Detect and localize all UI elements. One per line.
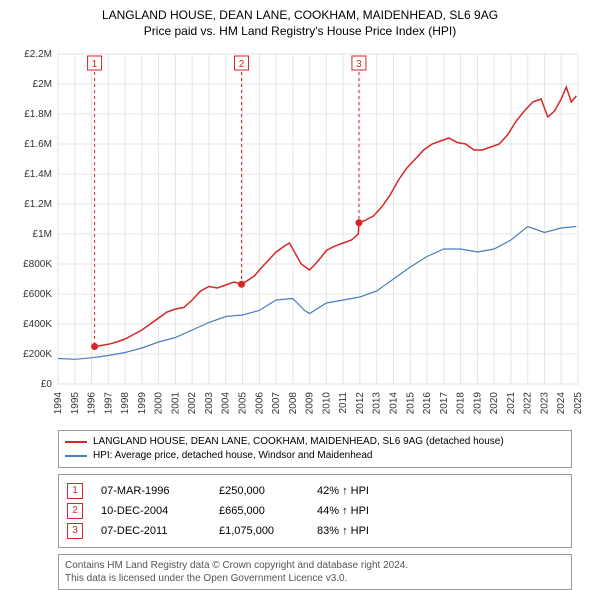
footer-box: Contains HM Land Registry data © Crown c…: [58, 554, 572, 590]
legend-swatch: [65, 441, 87, 443]
svg-text:2000: 2000: [154, 392, 165, 415]
title-line-1: LANGLAND HOUSE, DEAN LANE, COOKHAM, MAID…: [8, 8, 592, 22]
svg-text:2003: 2003: [204, 392, 215, 415]
svg-text:£0: £0: [41, 379, 53, 390]
svg-text:2022: 2022: [523, 392, 534, 415]
svg-text:£400K: £400K: [23, 319, 52, 330]
svg-text:£2.2M: £2.2M: [24, 49, 52, 60]
chart-area: £0 £200K £400K £600K £800K £1M £1.2M £1.4M £1.6M…: [8, 44, 592, 424]
svg-text:2002: 2002: [187, 392, 198, 415]
svg-text:£1.6M: £1.6M: [24, 139, 52, 150]
svg-text:2: 2: [239, 59, 245, 70]
svg-text:2023: 2023: [539, 392, 550, 415]
svg-text:2017: 2017: [439, 392, 450, 415]
svg-text:2016: 2016: [422, 392, 433, 415]
svg-text:2021: 2021: [506, 392, 517, 415]
events-box: 1 07-MAR-1996 £250,000 42% ↑ HPI 2 10-DEC-200…: [58, 474, 572, 548]
event-row: 1 07-MAR-1996 £250,000 42% ↑ HPI: [67, 481, 563, 501]
svg-text:1998: 1998: [120, 392, 131, 415]
event-date: 10-DEC-2004: [101, 501, 201, 521]
svg-text:£1.4M: £1.4M: [24, 169, 52, 180]
svg-text:2010: 2010: [321, 392, 332, 415]
svg-text:2009: 2009: [305, 392, 316, 415]
event-marker: 3: [67, 523, 83, 539]
svg-text:2024: 2024: [556, 392, 567, 415]
event-pct: 44% ↑ HPI: [317, 501, 427, 521]
event-date: 07-MAR-1996: [101, 481, 201, 501]
svg-text:2015: 2015: [405, 392, 416, 415]
legend-label: HPI: Average price, detached house, Wind…: [93, 449, 372, 463]
title-line-2: Price paid vs. HM Land Registry's House …: [8, 24, 592, 38]
svg-text:2025: 2025: [573, 392, 584, 415]
event-marker: 2: [67, 503, 83, 519]
legend-box: LANGLAND HOUSE, DEAN LANE, COOKHAM, MAID…: [58, 430, 572, 468]
legend-label: LANGLAND HOUSE, DEAN LANE, COOKHAM, MAID…: [93, 435, 504, 449]
event-pct: 42% ↑ HPI: [317, 481, 427, 501]
svg-text:2013: 2013: [372, 392, 383, 415]
footer-line-2: This data is licensed under the Open Gov…: [65, 572, 565, 585]
svg-text:2008: 2008: [288, 392, 299, 415]
svg-text:£1M: £1M: [33, 229, 52, 240]
svg-text:2019: 2019: [472, 392, 483, 415]
svg-text:2011: 2011: [338, 392, 349, 414]
svg-text:1999: 1999: [137, 392, 148, 415]
svg-text:£1.2M: £1.2M: [24, 199, 52, 210]
svg-text:£1.8M: £1.8M: [24, 109, 52, 120]
svg-text:£200K: £200K: [23, 349, 52, 360]
svg-text:2020: 2020: [489, 392, 500, 415]
event-price: £665,000: [219, 501, 299, 521]
event-marker: 1: [67, 483, 83, 499]
event-row: 2 10-DEC-2004 £665,000 44% ↑ HPI: [67, 501, 563, 521]
svg-text:2007: 2007: [271, 392, 282, 415]
svg-text:1995: 1995: [70, 392, 81, 415]
event-price: £1,075,000: [219, 521, 299, 541]
legend-swatch: [65, 455, 87, 457]
svg-text:2018: 2018: [456, 392, 467, 415]
svg-text:£600K: £600K: [23, 289, 52, 300]
svg-text:1997: 1997: [103, 392, 114, 415]
svg-text:2014: 2014: [388, 392, 399, 415]
svg-text:2006: 2006: [254, 392, 265, 415]
svg-text:2005: 2005: [238, 392, 249, 415]
svg-text:3: 3: [356, 59, 362, 70]
event-pct: 83% ↑ HPI: [317, 521, 427, 541]
svg-text:1996: 1996: [87, 392, 98, 415]
svg-text:2012: 2012: [355, 392, 366, 415]
svg-text:1: 1: [92, 59, 98, 70]
svg-text:£800K: £800K: [23, 259, 52, 270]
line-chart-svg: £0 £200K £400K £600K £800K £1M £1.2M £1.4M £1.6M…: [8, 44, 592, 424]
event-date: 07-DEC-2011: [101, 521, 201, 541]
svg-text:2001: 2001: [170, 392, 181, 415]
svg-text:£2M: £2M: [33, 79, 52, 90]
svg-text:1994: 1994: [53, 392, 64, 415]
event-row: 3 07-DEC-2011 £1,075,000 83% ↑ HPI: [67, 521, 563, 541]
legend-row: HPI: Average price, detached house, Wind…: [65, 449, 565, 463]
chart-container: LANGLAND HOUSE, DEAN LANE, COOKHAM, MAID…: [0, 0, 600, 590]
legend-row: LANGLAND HOUSE, DEAN LANE, COOKHAM, MAID…: [65, 435, 565, 449]
svg-text:2004: 2004: [221, 392, 232, 415]
title-block: LANGLAND HOUSE, DEAN LANE, COOKHAM, MAID…: [8, 8, 592, 38]
event-price: £250,000: [219, 481, 299, 501]
footer-line-1: Contains HM Land Registry data © Crown c…: [65, 559, 565, 572]
